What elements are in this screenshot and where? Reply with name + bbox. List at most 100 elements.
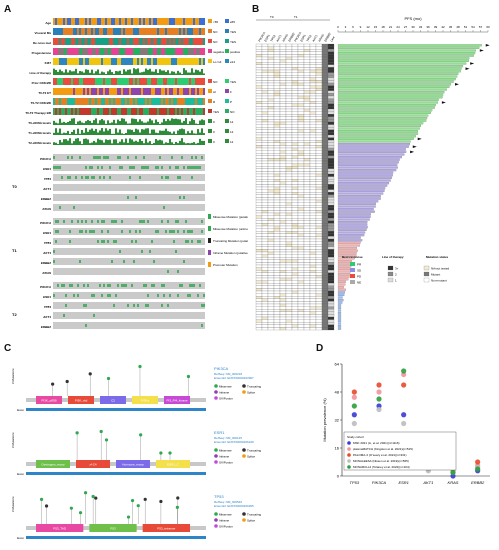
gene-cell <box>179 218 181 225</box>
data-point <box>401 412 407 418</box>
grid-cell <box>303 127 311 130</box>
clinical-cell <box>111 98 113 105</box>
gene-cell <box>73 238 75 245</box>
clinical-cell <box>187 108 189 115</box>
data-point <box>401 382 407 388</box>
grid-cell <box>291 72 299 76</box>
grid-cell <box>309 116 317 120</box>
clinical-cell <box>99 18 101 25</box>
grid-cell <box>279 283 287 286</box>
grid-cell <box>297 225 305 229</box>
clinical-cell <box>65 88 67 95</box>
clinical-cell <box>123 88 125 95</box>
clinical-cell <box>179 88 181 95</box>
clinical-cell <box>133 98 135 105</box>
clinical-cell <box>159 108 161 115</box>
clinical-cell <box>189 48 191 55</box>
legend-swatch <box>208 109 212 113</box>
grid-cell <box>297 223 305 227</box>
grid-cell <box>255 262 263 266</box>
gene-cell <box>147 204 149 211</box>
grid-cell <box>315 192 323 195</box>
gene-cell <box>195 282 197 289</box>
bar-cell <box>203 133 205 135</box>
grid-cell <box>255 301 263 305</box>
mutation-legend-swatch <box>208 226 211 231</box>
gene-cell <box>95 194 97 201</box>
gene-cell <box>131 248 133 255</box>
gene-cell <box>137 184 139 191</box>
bar-cell <box>77 138 79 145</box>
grid-cell <box>273 192 281 195</box>
bar-cell <box>121 133 123 135</box>
pfs-bar <box>337 299 344 302</box>
grid-cell <box>279 218 287 221</box>
gene-cell <box>149 312 151 319</box>
bar-cell <box>81 143 83 145</box>
grid-cell <box>285 218 293 221</box>
gene-cell <box>123 268 125 275</box>
grid-cell <box>267 301 275 305</box>
gene-cell <box>85 268 87 275</box>
grid-cell <box>297 270 305 273</box>
mutation-mark <box>169 230 171 233</box>
gene-cell <box>61 302 63 309</box>
gene-cell <box>89 282 91 289</box>
grid-cell <box>273 121 281 125</box>
mutation-mark <box>125 284 127 287</box>
clinical-cell <box>171 18 173 25</box>
grid-cell <box>291 145 299 149</box>
bar-cell <box>129 69 131 75</box>
grid-cell <box>267 150 275 154</box>
gene-cell <box>131 312 133 319</box>
grid-cell <box>309 103 317 107</box>
ongoing-arrow <box>465 67 470 70</box>
clinical-cell <box>121 98 123 105</box>
grid-cell <box>321 150 329 154</box>
grid-cell <box>279 80 287 84</box>
clinical-cell <box>57 98 59 105</box>
gene-cell <box>157 268 159 275</box>
clinical-cell <box>151 88 153 95</box>
gene-cell <box>77 174 79 181</box>
gene-cell <box>137 164 139 171</box>
grid-cell <box>255 145 263 149</box>
clinical-cell <box>135 88 137 95</box>
grid-cell <box>303 296 311 299</box>
gene-cell <box>167 282 169 289</box>
gene-cell <box>115 322 117 329</box>
pfs-bar <box>337 249 358 252</box>
clinical-cell <box>59 18 61 25</box>
clinical-cell <box>77 88 79 95</box>
ongoing-arrow <box>470 62 475 65</box>
clinical-cell <box>119 88 121 95</box>
mutation-mark <box>79 230 81 233</box>
grid-cell <box>327 116 335 120</box>
clinical-cell <box>193 38 195 45</box>
grid-cell <box>285 189 293 193</box>
grid-cell <box>261 90 269 94</box>
gene-cell <box>95 268 97 275</box>
gene-cell <box>151 268 153 275</box>
clinical-cell <box>203 28 205 35</box>
bar-cell <box>177 143 179 145</box>
grid-cell <box>315 59 323 63</box>
clinical-cell <box>73 58 75 65</box>
clinical-cell <box>103 108 105 115</box>
grid-cell <box>303 311 311 315</box>
grid-cell <box>291 54 299 58</box>
gene-cell <box>189 218 191 225</box>
grid-cell <box>327 166 335 169</box>
gene-cell <box>203 258 205 265</box>
gene-cell <box>111 312 113 319</box>
clinical-cell <box>53 78 55 85</box>
mutation-mark <box>143 156 145 159</box>
bar-cell <box>187 143 189 145</box>
legend-swatch <box>208 89 212 93</box>
grid-cell <box>297 202 305 206</box>
clinical-cell <box>121 58 123 65</box>
clinical-cell <box>105 48 107 55</box>
gene-cell <box>73 302 75 309</box>
gene-cell <box>79 218 81 225</box>
grid-cell <box>315 249 323 253</box>
